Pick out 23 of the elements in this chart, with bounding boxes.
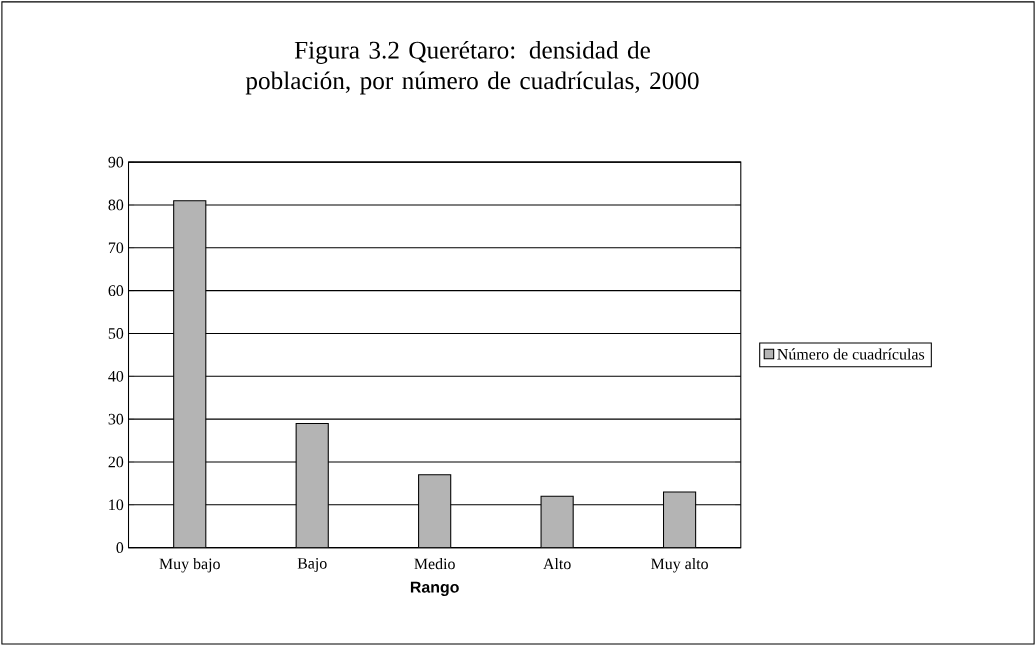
y-tick-label: 60 <box>108 285 124 297</box>
y-tick-label: 40 <box>108 370 124 382</box>
bar <box>662 491 697 548</box>
bar <box>173 200 207 548</box>
y-tick-label: 0 <box>116 542 124 554</box>
y-tick-label: 50 <box>108 328 124 339</box>
y-tick-label: 80 <box>108 199 124 211</box>
x-tick-label: Bajo <box>297 558 327 572</box>
legend-label: Número de cuadrículas <box>777 348 925 360</box>
y-tick-label: 70 <box>108 242 124 254</box>
bar <box>295 422 329 548</box>
chart-title: Figura 3.2 Querétaro: densidad de población, por número de cuadrículas, 2000 <box>245 40 699 95</box>
x-tick-label: Alto <box>543 558 571 570</box>
bar <box>418 474 452 548</box>
bar <box>540 495 574 548</box>
y-tick-label: 10 <box>109 499 124 511</box>
x-tick-label: Muy bajo <box>159 558 220 573</box>
x-tick-label: Medio <box>414 558 455 570</box>
y-tick-label: 30 <box>108 413 124 425</box>
x-axis-title: Rango <box>410 581 459 597</box>
y-tick-label: 20 <box>108 456 124 468</box>
x-tick-label: Muy alto <box>651 558 708 573</box>
y-tick-label: 90 <box>108 156 124 168</box>
